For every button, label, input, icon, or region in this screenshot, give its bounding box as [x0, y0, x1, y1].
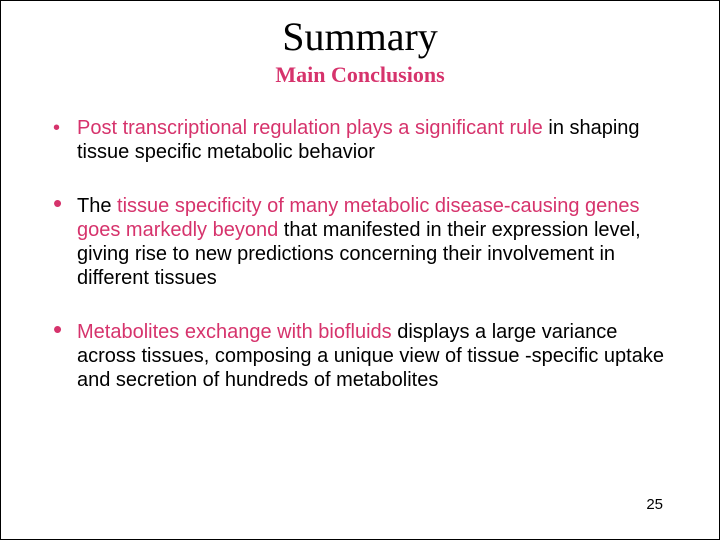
subtitle: Main Conclusions	[41, 62, 679, 88]
highlight-text: Post transcriptional regulation plays a …	[77, 117, 543, 139]
page-number: 25	[646, 496, 663, 513]
bullet-list: • Post transcriptional regulation plays …	[41, 116, 679, 392]
bullet-marker-icon: •	[53, 192, 62, 215]
highlight-text: Metabolites exchange with biofluids	[77, 321, 392, 343]
bullet-text: The tissue specificity of many metabolic…	[77, 195, 641, 289]
bullet-item: • The tissue specificity of many metabol…	[49, 194, 679, 290]
bullet-marker-icon: •	[53, 318, 62, 341]
plain-text: The	[77, 195, 117, 217]
bullet-text: Metabolites exchange with biofluids disp…	[77, 321, 664, 391]
slide: Summary Main Conclusions • Post transcri…	[1, 1, 719, 539]
bullet-marker-icon: •	[53, 116, 60, 140]
title: Summary	[41, 13, 679, 60]
bullet-item: • Metabolites exchange with biofluids di…	[49, 320, 679, 392]
bullet-text: Post transcriptional regulation plays a …	[77, 117, 640, 163]
bullet-item: • Post transcriptional regulation plays …	[49, 116, 679, 164]
